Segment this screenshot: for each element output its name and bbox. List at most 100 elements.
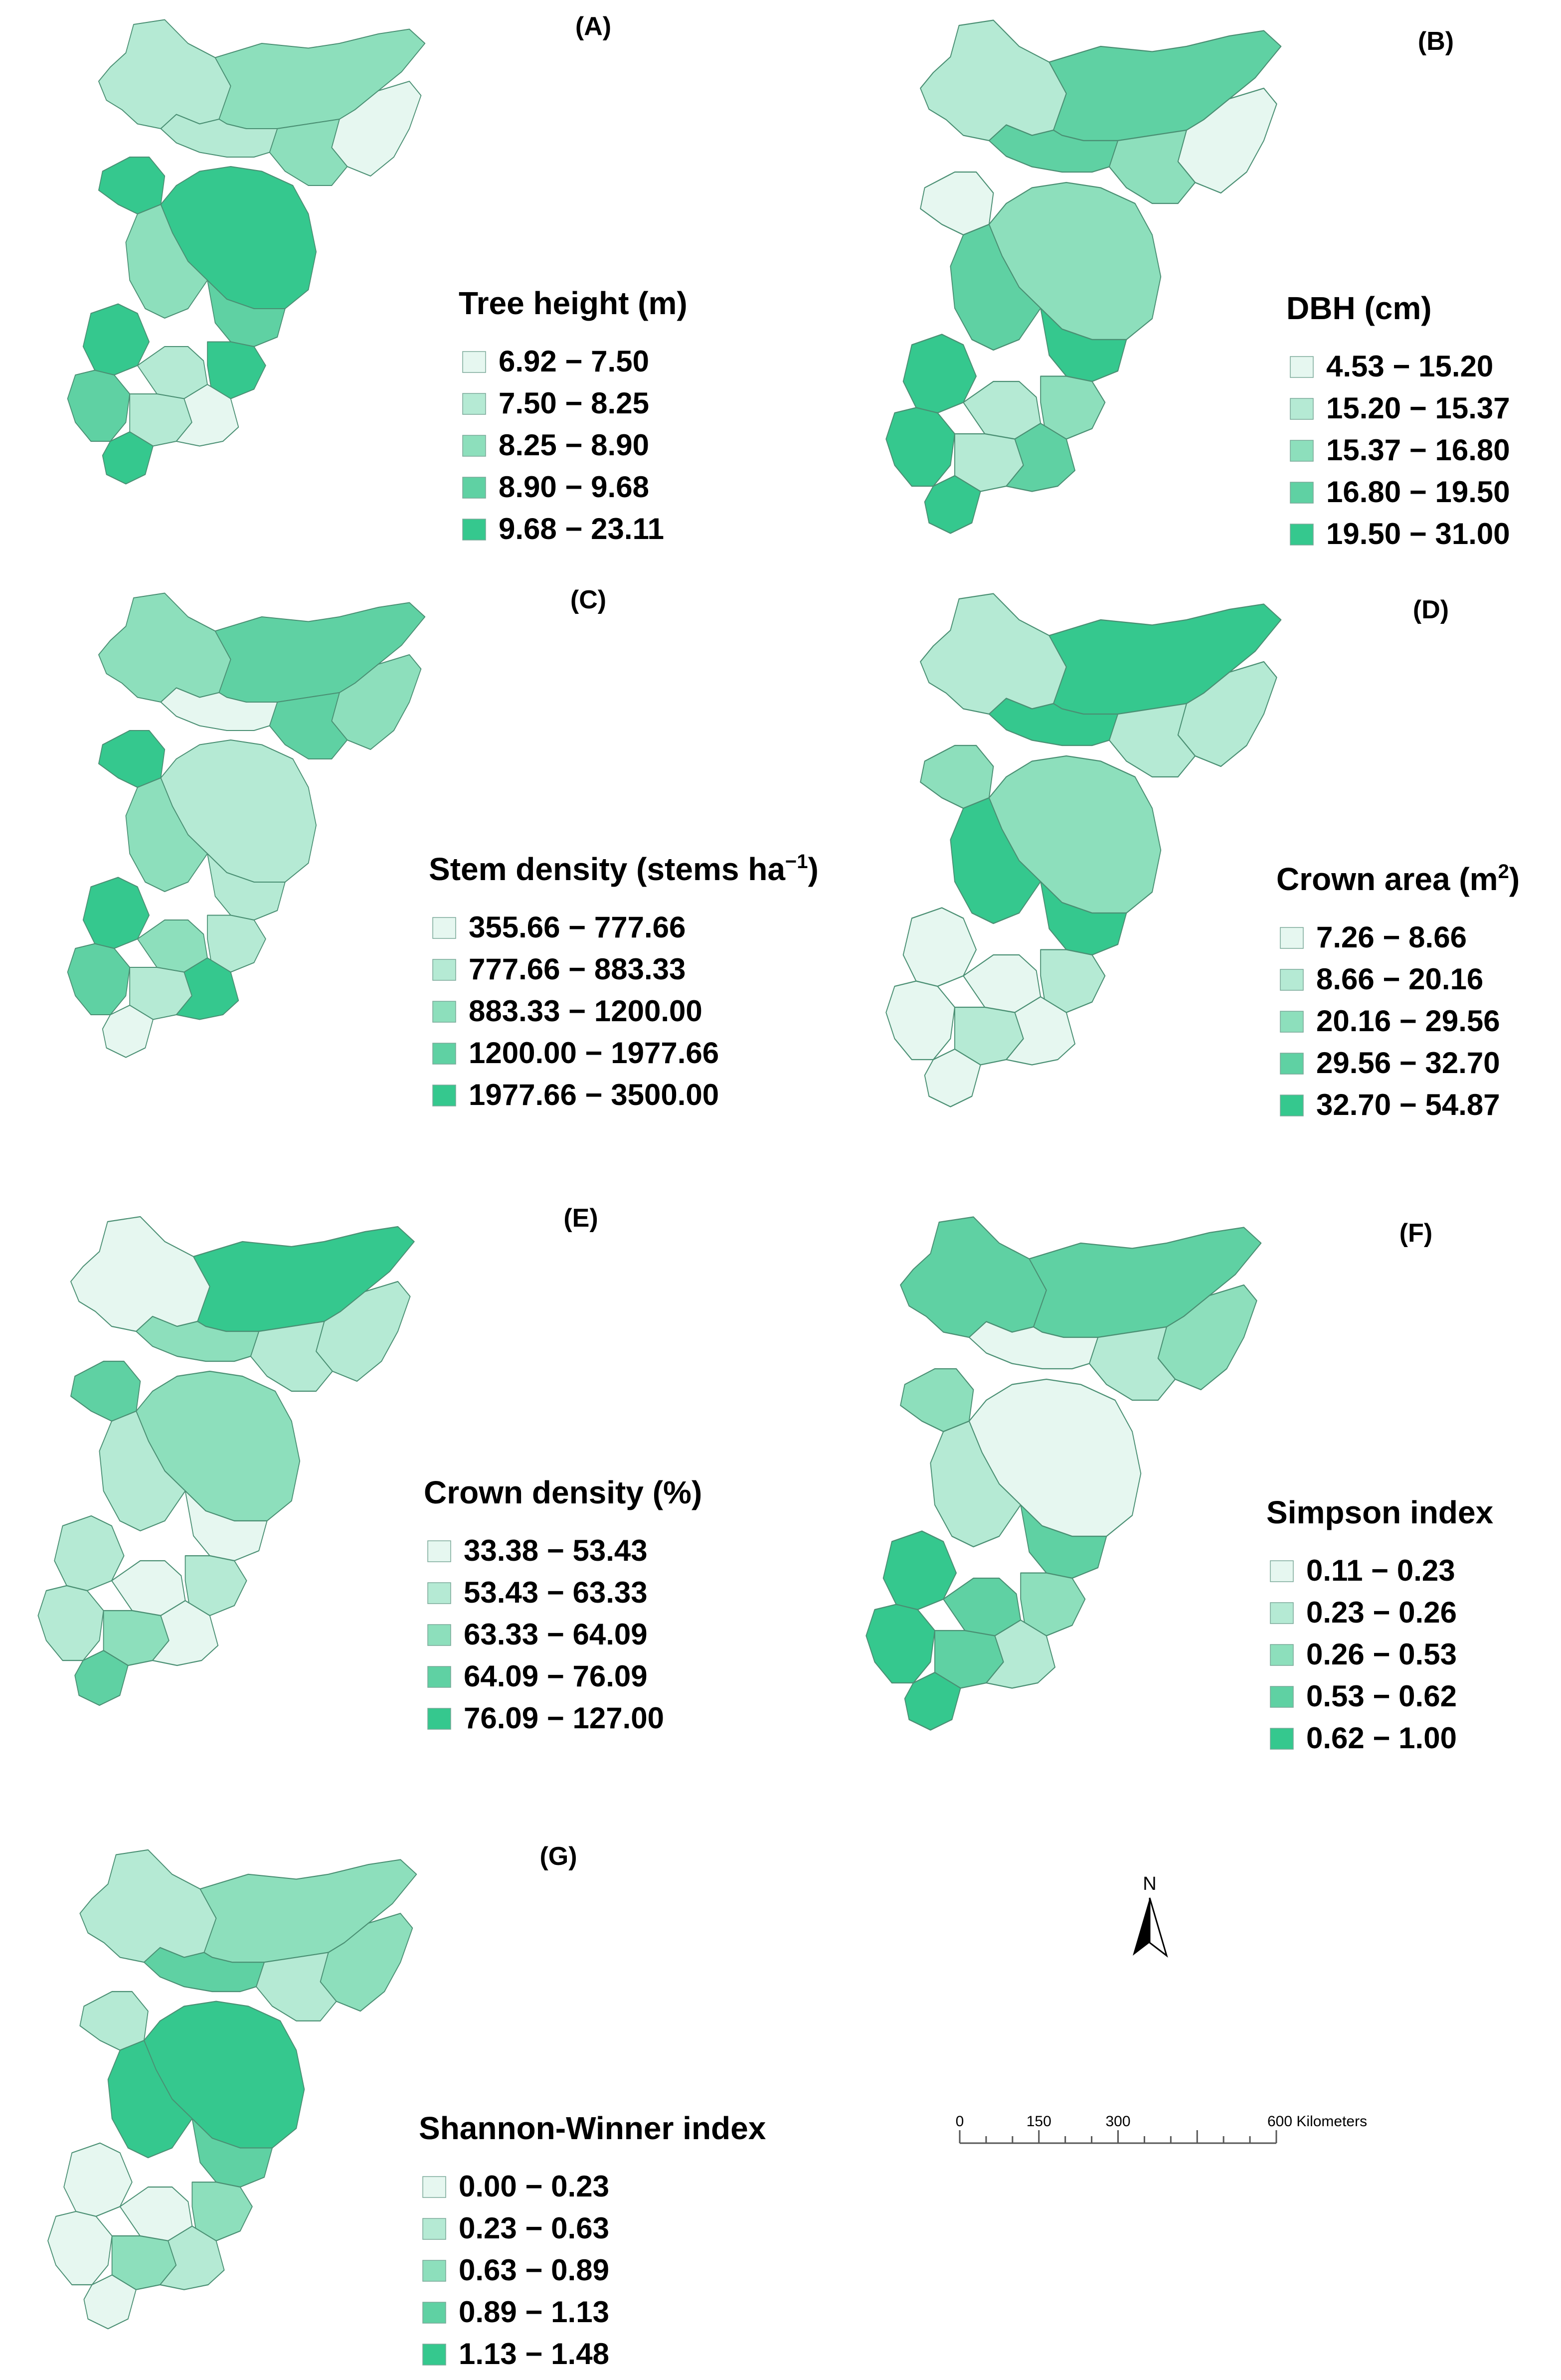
legend-swatch: [422, 2302, 446, 2324]
map-region: [79, 1849, 217, 1963]
panel-d: (D) Crown area (m2) 7.26 − 8.66 8.66 − 20.1…: [885, 593, 1520, 1121]
legend-swatch: [1290, 440, 1314, 462]
legend-class-label: 0.26 − 0.53: [1306, 1638, 1457, 1671]
map-region: [1108, 129, 1196, 204]
map-region: [125, 777, 208, 893]
choropleth-map: [885, 19, 1282, 534]
map-region: [986, 1619, 1056, 1689]
legend-swatch: [1280, 927, 1304, 949]
map-region: [47, 2210, 113, 2286]
map-region: [968, 1321, 1099, 1370]
legend-title-text: Simpson index: [1266, 1494, 1494, 1530]
map-region: [207, 279, 286, 348]
legend-class-label: 6.92 − 7.50: [499, 345, 649, 378]
panel-label: (A): [575, 12, 611, 41]
map-region: [885, 407, 955, 487]
legend-swatch: [1270, 1560, 1294, 1582]
scale-bar-label: 150: [1027, 2113, 1051, 2130]
map-region: [988, 698, 1119, 746]
map-region: [1006, 996, 1076, 1066]
map-region: [136, 1315, 260, 1362]
legend-class-label: 7.26 − 8.66: [1316, 920, 1467, 954]
map-region: [269, 692, 348, 760]
legend-swatch: [1290, 524, 1314, 546]
panel-label: (C): [570, 585, 606, 614]
scale-bar-label: 600 Kilometers: [1267, 2113, 1367, 2130]
map-region: [37, 1585, 104, 1661]
map-region: [1020, 1504, 1107, 1579]
map-region: [920, 593, 1067, 715]
legend-swatch: [427, 1624, 451, 1646]
choropleth-map: [37, 1216, 415, 1706]
scale-bar: 0 150 300 600 Kilometers: [956, 2113, 1367, 2144]
legend-title-suffix: ): [808, 851, 819, 887]
legend-class-label: 29.56 − 32.70: [1316, 1046, 1500, 1080]
legend-class-label: 19.50 − 31.00: [1326, 517, 1510, 550]
legend-class-label: 1977.66 − 3500.00: [469, 1078, 719, 1111]
legend-class-label: 8.90 − 9.68: [499, 470, 649, 504]
legend-title: Stem density (stems ha−1): [429, 851, 819, 887]
legend-title-superscript: 2: [1498, 861, 1509, 883]
legend-swatch: [422, 2260, 446, 2282]
legend-class-label: 16.80 − 19.50: [1326, 475, 1510, 509]
map-region: [904, 1671, 961, 1731]
panel-g: (G) Shannon-Winner index 0.00 − 0.23 0.23 −…: [47, 1842, 766, 2371]
legend-swatch: [1270, 1728, 1294, 1750]
legend-class-label: 53.43 − 63.33: [464, 1576, 648, 1609]
choropleth-map: [866, 1216, 1262, 1731]
map-region: [207, 341, 266, 399]
map-region: [144, 1947, 265, 1993]
map-region: [885, 980, 955, 1061]
legend-class-label: 0.23 − 0.26: [1306, 1596, 1457, 1629]
map-region: [950, 223, 1041, 351]
legend-class-label: 20.16 − 29.56: [1316, 1004, 1500, 1038]
legend-swatch: [1280, 1053, 1304, 1075]
legend-swatch: [462, 351, 486, 373]
north-arrow-icon-half: [1149, 1897, 1168, 1958]
legend-class-label: 63.33 − 64.09: [464, 1618, 648, 1651]
legend: Shannon-Winner index 0.00 − 0.23 0.23 − 0.…: [419, 2110, 766, 2371]
panel-f: (F) Simpson index 0.11 − 0.23 0.23 − 0.26 0.…: [866, 1216, 1494, 1755]
map-region: [269, 118, 348, 186]
legend-swatch: [432, 1001, 456, 1023]
map-region: [320, 1913, 413, 2012]
north-arrow-icon: [1133, 1898, 1150, 1956]
map-region: [900, 1216, 1047, 1338]
legend-class-label: 0.11 − 0.23: [1306, 1554, 1455, 1587]
map-region: [102, 1004, 154, 1058]
legend: Crown area (m2) 7.26 − 8.66 8.66 − 20.16 20…: [1276, 861, 1520, 1121]
north-arrow: N: [1133, 1873, 1168, 1958]
legend: Stem density (stems ha−1) 355.66 − 777.66…: [429, 851, 819, 1111]
map-region: [98, 19, 231, 130]
legend-class-label: 0.62 − 1.00: [1306, 1721, 1457, 1755]
map-region: [67, 943, 131, 1016]
legend-title-text: Crown density (%): [424, 1474, 702, 1510]
legend-title: Crown area (m2): [1276, 861, 1520, 897]
legend-swatch: [1280, 969, 1304, 991]
legend-title-text: Tree height (m): [459, 285, 688, 321]
map-region: [250, 1320, 333, 1392]
legend-title-superscript: −1: [785, 851, 808, 873]
map-region: [207, 853, 286, 921]
map-region: [160, 114, 278, 158]
legend-class-label: 0.53 − 0.62: [1306, 1679, 1457, 1713]
choropleth-map: [67, 592, 426, 1058]
legend-class-label: 4.53 − 15.20: [1326, 350, 1493, 383]
legend-swatch: [427, 1540, 451, 1562]
panel-label: (F): [1399, 1219, 1432, 1248]
map-region: [207, 915, 266, 973]
legend-swatch: [462, 435, 486, 457]
legend-title-text: DBH (cm): [1286, 290, 1432, 326]
map-region: [175, 383, 239, 447]
map-region: [125, 203, 208, 319]
panel-label: (B): [1418, 27, 1454, 56]
legend-class-label: 0.00 − 0.23: [459, 2170, 609, 2203]
map-region: [1040, 307, 1127, 382]
legend-class-label: 0.23 − 0.63: [459, 2211, 609, 2245]
map-panels: (A) Tree height (m) 6.92 − 7.50 7.50 − 8.25…: [37, 12, 1520, 2371]
legend-swatch: [427, 1582, 451, 1604]
legend-swatch: [432, 1043, 456, 1065]
legend-swatch: [1280, 1095, 1304, 1116]
legend-title-text: Stem density (stems ha: [429, 851, 785, 887]
map-region: [988, 124, 1119, 173]
